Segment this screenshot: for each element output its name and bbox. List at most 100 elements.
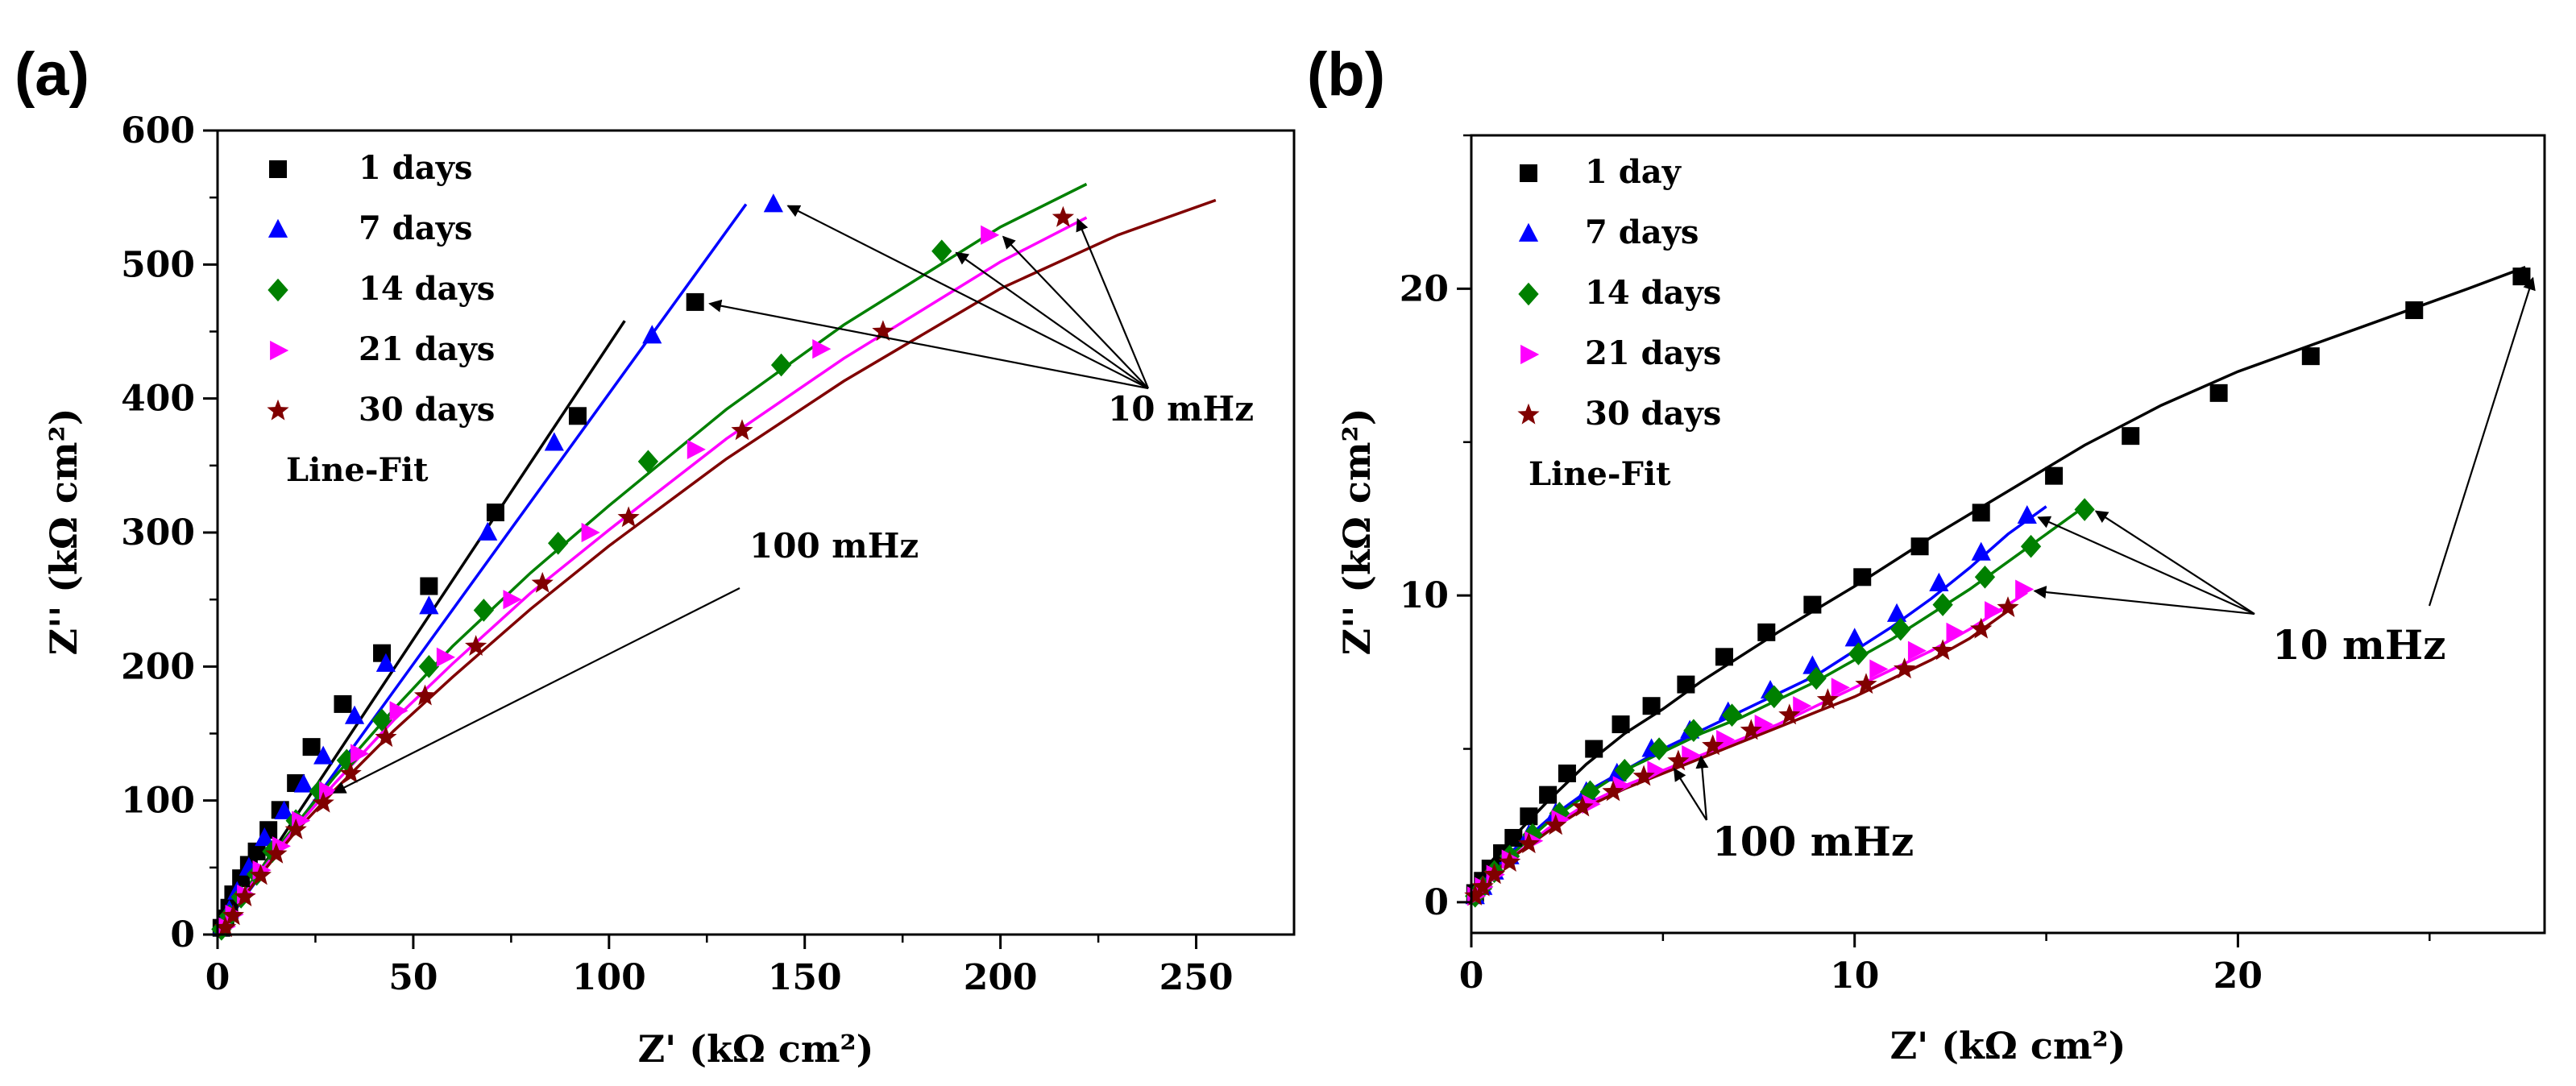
data-point-30-days — [1471, 875, 1494, 897]
annotation-arrow — [2033, 586, 2255, 616]
data-point-30-days — [1464, 885, 1487, 906]
data-point-30-days — [1970, 617, 1993, 639]
data-point-7-days — [1929, 572, 1949, 591]
annotation-arrow — [955, 251, 1149, 389]
data-point-21-days — [1716, 730, 1736, 750]
data-point-14-days — [548, 532, 569, 555]
data-point-1-day — [2122, 427, 2140, 446]
panel-b-plot-frame — [1470, 134, 2546, 935]
data-point-14-days — [1848, 642, 1869, 665]
data-point-7-days — [344, 705, 365, 724]
data-point-1-day — [1585, 740, 1603, 758]
data-point-21-days — [2015, 579, 2035, 599]
data-point-21-days — [436, 647, 455, 667]
fit-line-14-days — [216, 182, 1088, 935]
data-point-21-days — [981, 225, 1000, 245]
data-point-1-day — [2301, 347, 2320, 366]
data-point-7-days — [1844, 628, 1865, 647]
data-point-21-days — [503, 590, 522, 610]
x-tick-label: 150 — [768, 957, 842, 998]
data-point-21-days — [687, 439, 706, 459]
annotation-arrow — [1002, 235, 1149, 389]
y-tick-label: 400 — [121, 379, 195, 420]
y-tick-label: 0 — [170, 914, 195, 955]
panel-a-label: (a) — [15, 40, 89, 109]
data-point-7-days — [293, 773, 313, 793]
data-point-1-day — [1677, 675, 1695, 694]
legend-line-fit-label: Line-Fit — [1529, 455, 1671, 493]
data-point-7-days — [313, 745, 334, 765]
panel-a-y-axis-label: Z'' (kΩ cm²) — [42, 408, 85, 656]
data-point-1-day — [2045, 466, 2064, 485]
annotation-arrow — [1076, 218, 1150, 389]
panel-b-x-axis-label: Z' (kΩ cm²) — [1890, 1024, 2126, 1067]
legend-entry-label: 21 days — [359, 330, 495, 368]
data-point-30-days — [1499, 851, 1521, 872]
data-point-30-days — [339, 762, 362, 783]
annotation-arrow — [1695, 755, 1709, 821]
annotation-label: 100 mHz — [1712, 818, 1914, 865]
legend-entry-label: 30 days — [359, 391, 495, 429]
data-point-7-days — [763, 193, 783, 213]
panel-a-data-points — [211, 193, 1074, 941]
data-point-30-days — [1997, 596, 2019, 617]
data-point-1-days — [568, 407, 587, 425]
data-point-30-days — [1571, 795, 1594, 817]
data-point-14-days — [770, 353, 792, 377]
data-point-21-days — [1682, 745, 1701, 765]
annotation-label: 100 mHz — [749, 526, 919, 566]
x-tick-label: 0 — [205, 957, 230, 998]
data-point-1-day — [1539, 785, 1558, 804]
data-point-30-days — [222, 904, 244, 926]
data-point-21-days — [1831, 678, 1850, 698]
annotation-arrow — [2428, 276, 2536, 607]
data-point-21-days — [1754, 714, 1773, 735]
data-point-30-days — [1602, 780, 1624, 802]
panel-a-x-axis-label: Z' (kΩ cm²) — [638, 1027, 874, 1071]
data-point-14-days — [1721, 703, 1743, 727]
data-point-30-days — [531, 571, 554, 593]
legend-marker-30-days — [267, 399, 289, 421]
y-tick-label: 500 — [121, 244, 195, 285]
data-point-1-day — [1642, 697, 1661, 715]
fit-line-30-days — [216, 198, 1217, 935]
legend-marker-21-days — [1520, 344, 1540, 365]
x-tick-label: 100 — [572, 957, 646, 998]
data-point-1-days — [334, 694, 352, 713]
data-point-30-days — [1931, 639, 1954, 661]
data-point-30-days — [1894, 657, 1916, 679]
data-point-30-days — [234, 885, 256, 906]
data-point-30-days — [872, 320, 894, 342]
legend-entry-label: 30 days — [1585, 395, 1721, 433]
data-point-1-days — [302, 738, 321, 756]
data-point-7-days — [1971, 541, 1991, 561]
data-point-21-days — [1647, 761, 1666, 781]
data-point-30-days — [1667, 749, 1690, 771]
panel-b-ticks: 0 10 20 0 10 20 — [1400, 134, 2431, 997]
fit-line-1-days — [216, 320, 626, 935]
data-point-30-days — [214, 916, 237, 938]
data-point-14-days — [473, 599, 495, 622]
annotation-arrow — [2037, 516, 2255, 616]
panel-b-y-axis-label: Z'' (kΩ cm²) — [1335, 408, 1379, 656]
annotation-arrow — [708, 299, 1149, 390]
x-tick-label: 0 — [1459, 955, 1484, 997]
legend-marker-1-day — [1520, 164, 1537, 182]
annotation-arrow — [786, 205, 1149, 389]
data-point-21-days — [581, 522, 600, 543]
legend-marker-14-days — [268, 278, 288, 302]
data-point-7-days — [642, 325, 662, 344]
data-point-30-days — [284, 819, 307, 839]
panel-a-legend: 1 days 7 days 14 days 21 days 30 days Line-Fi… — [267, 149, 495, 489]
panel-b-annotations: 10 mHz 100 mHz — [1673, 276, 2536, 865]
x-tick-label: 20 — [2213, 955, 2263, 997]
data-point-7-days — [419, 595, 439, 615]
annotation-label: 10 mHz — [1108, 389, 1254, 429]
data-point-21-days — [1793, 696, 1812, 716]
legend-marker-21-days — [270, 340, 289, 361]
annotation-arrow — [332, 587, 740, 794]
annotation-label: 10 mHz — [2272, 621, 2446, 669]
legend-marker-30-days — [1517, 403, 1540, 425]
data-point-7-days — [478, 521, 498, 541]
